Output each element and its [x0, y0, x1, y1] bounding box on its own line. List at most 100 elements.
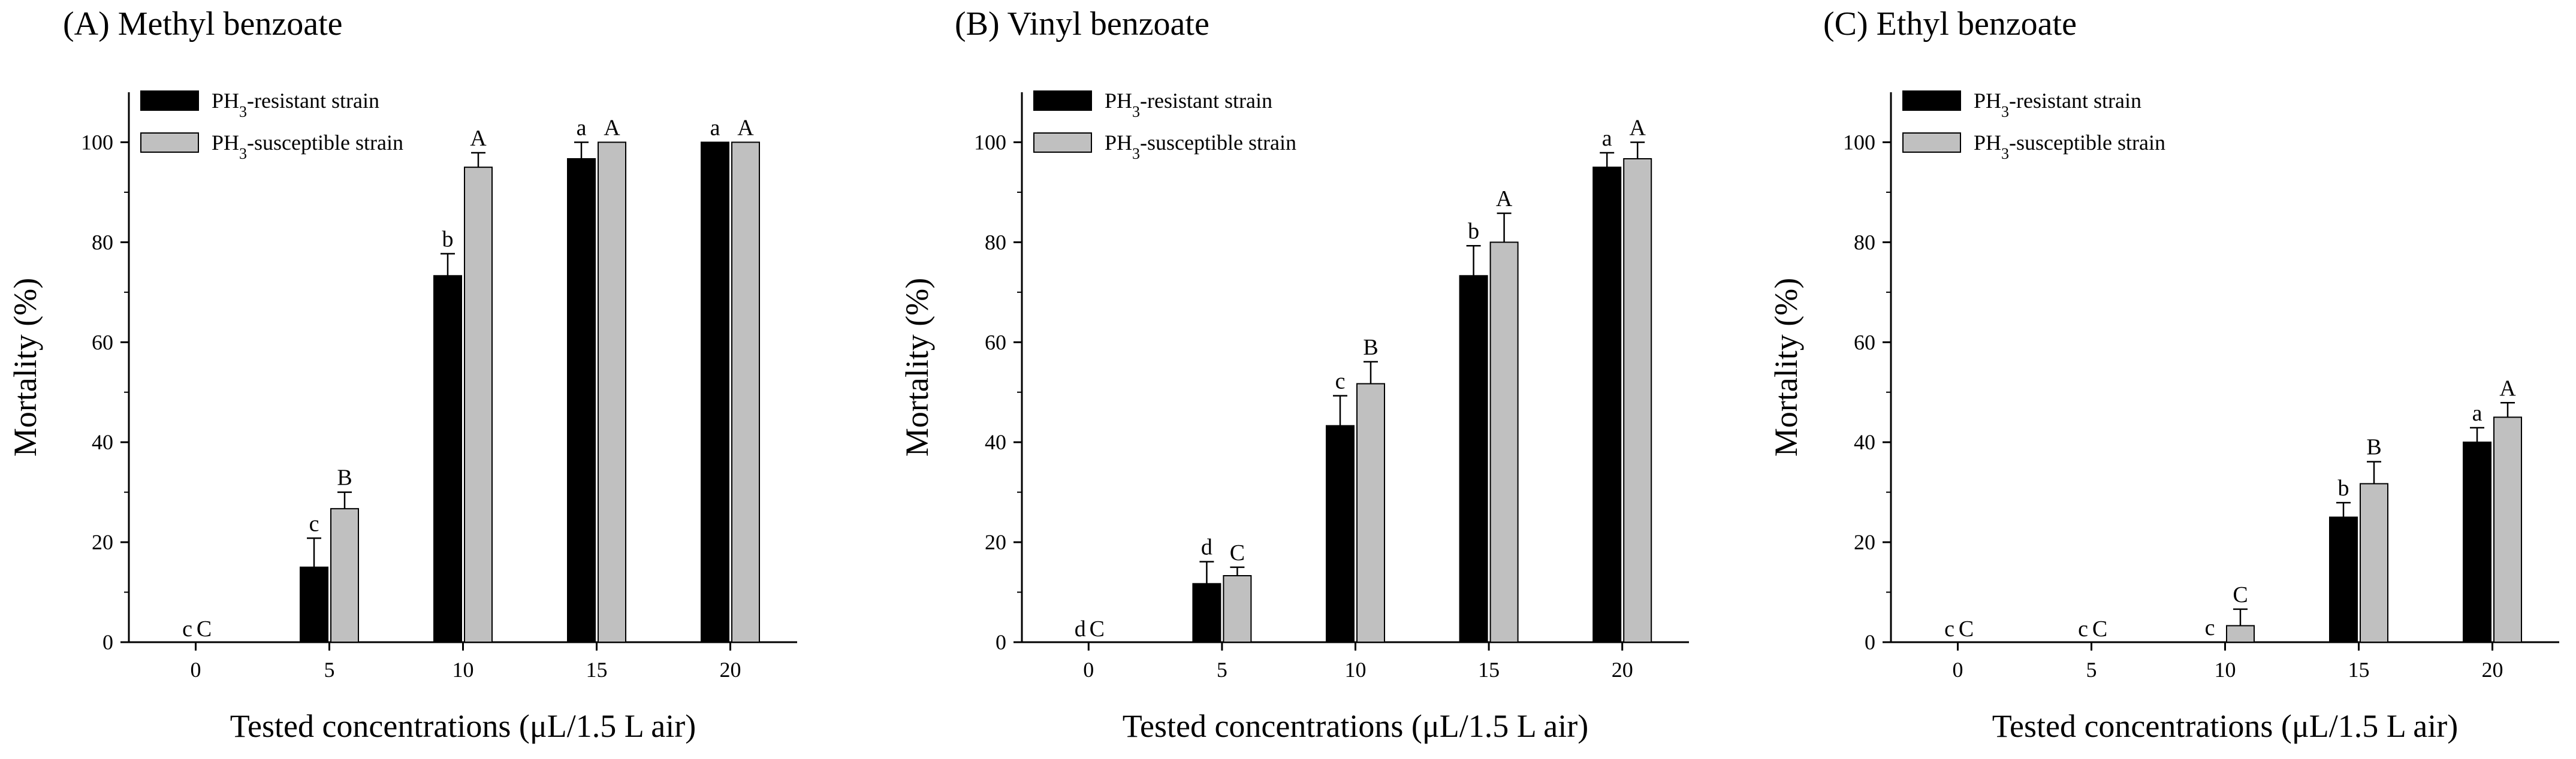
legend-text-subscript: 3: [1132, 103, 1140, 120]
panel-2-susceptible-significance-letter: C: [1230, 540, 1245, 566]
panel-3-susceptible-significance-letter: B: [2366, 435, 2381, 460]
panel-2-y-tick-label: 80: [985, 230, 1006, 254]
panel-1-x-axis-title: Tested concentrations (μL/1.5 L air): [230, 708, 696, 744]
panel-3-susceptible-bar-20: [2493, 416, 2522, 643]
panel-1-susceptible-significance-letter: B: [337, 465, 352, 491]
panel-2-legend-label-susceptible: PH3-susceptible strain: [1105, 131, 1296, 162]
legend-text-rest: -susceptible strain: [247, 131, 403, 155]
panel-2-resistant-significance-letter: d: [1201, 535, 1212, 560]
panel-2-susceptible-bar-10: [1356, 383, 1385, 643]
legend-text-rest: -susceptible strain: [2009, 131, 2165, 155]
panel-1-legend-swatch-susceptible: [140, 132, 199, 153]
panel-3-y-axis-title: Mortality (%): [1768, 278, 1804, 456]
panel-3-susceptible-bar-10: [2226, 625, 2255, 643]
panel-1-susceptible-significance-letter: C: [197, 616, 212, 642]
panel-2-legend-swatch-susceptible: [1033, 132, 1092, 153]
panel-1-resistant-significance-letter: c: [182, 616, 192, 642]
panel-2-x-tick-label: 15: [1478, 658, 1500, 682]
panel-3-title: (C) Ethyl benzoate: [1823, 5, 2077, 43]
panel-1-resistant-bar-5: [300, 566, 328, 643]
panel-2-x-tick-label: 20: [1612, 658, 1633, 682]
panel-3-y-tick-label: 0: [1865, 630, 1875, 654]
panel-2-y-tick-label: 0: [996, 630, 1006, 654]
panel-2-susceptible-bar-15: [1489, 241, 1519, 643]
panel-2-title: (B) Vinyl benzoate: [955, 5, 1209, 43]
panel-1-susceptible-bar-20: [731, 141, 760, 643]
panel-3-legend-swatch-susceptible: [1902, 132, 1961, 153]
panel-1-resistant-significance-letter: a: [577, 115, 587, 140]
legend-text-subscript: 3: [239, 103, 247, 120]
panel-1-resistant-significance-letter: c: [309, 511, 319, 536]
panel-3-y-tick-label: 100: [1843, 130, 1875, 154]
panel-2-susceptible-bar-5: [1223, 575, 1252, 643]
panel-1-x-tick-label: 10: [453, 658, 474, 682]
legend-text-main: PH: [1974, 89, 2001, 113]
panel-1-y-tick-label: 100: [81, 130, 113, 154]
panel-3-legend-label-susceptible: PH3-susceptible strain: [1974, 131, 2165, 162]
panel-1-x-tick-label: 15: [586, 658, 608, 682]
panel-1-resistant-bar-20: [701, 141, 729, 643]
panel-2-legend-label-resistant: PH3-resistant strain: [1105, 89, 1272, 120]
panel-1-y-axis-title: Mortality (%): [7, 278, 43, 456]
panel-2-susceptible-significance-letter: C: [1090, 616, 1105, 642]
panel-2-y-tick-label: 20: [985, 530, 1006, 554]
legend-text-main: PH: [212, 89, 239, 113]
legend-text-main: PH: [212, 131, 239, 155]
panel-3-resistant-significance-letter: c: [2205, 615, 2215, 640]
panel-1-susceptible-bar-10: [464, 167, 493, 643]
legend-text-subscript: 3: [2001, 103, 2009, 120]
panel-3-x-tick-label: 5: [2086, 658, 2097, 682]
panel-1-susceptible-significance-letter: A: [737, 115, 754, 140]
panel-2-legend-swatch-resistant: [1033, 90, 1092, 111]
legend-text-subscript: 3: [239, 145, 247, 162]
panel-1-y-tick-label: 20: [92, 530, 113, 554]
panel-3-resistant-significance-letter: c: [1944, 616, 1954, 642]
panel-3-resistant-significance-letter: c: [2078, 616, 2088, 642]
panel-3-x-tick-label: 15: [2348, 658, 2370, 682]
legend-text-main: PH: [1105, 131, 1132, 155]
panel-3-x-tick-label: 20: [2482, 658, 2503, 682]
legend-text-rest: -resistant strain: [247, 89, 379, 113]
legend-text-main: PH: [1105, 89, 1132, 113]
panel-1-x-tick-label: 20: [720, 658, 741, 682]
panel-2-resistant-bar-15: [1459, 275, 1488, 643]
panel-3-resistant-significance-letter: b: [2338, 476, 2349, 501]
panel-1-susceptible-bar-15: [598, 141, 626, 643]
panel-3-susceptible-significance-letter: C: [2233, 582, 2248, 607]
panel-3-y-tick-label: 40: [1854, 430, 1875, 454]
panel-2-x-tick-label: 5: [1217, 658, 1227, 682]
legend-text-subscript: 3: [1132, 145, 1140, 162]
panel-2-y-tick-label: 100: [974, 130, 1006, 154]
legend-text-rest: -susceptible strain: [1140, 131, 1296, 155]
panel-3-susceptible-significance-letter: C: [2092, 616, 2107, 642]
panel-2-resistant-significance-letter: a: [1602, 126, 1612, 151]
panel-3-susceptible-significance-letter: A: [2499, 376, 2516, 401]
panel-2-y-tick-label: 60: [985, 330, 1006, 354]
panel-1-resistant-bar-10: [433, 275, 462, 643]
panel-1-resistant-significance-letter: b: [442, 227, 454, 252]
panel-1-legend-swatch-resistant: [140, 90, 199, 111]
panel-1-y-tick-label: 40: [92, 430, 113, 454]
panel-3-legend-label-resistant: PH3-resistant strain: [1974, 89, 2141, 120]
panel-2-x-tick-label: 10: [1345, 658, 1367, 682]
panel-1-x-tick-label: 0: [191, 658, 201, 682]
panel-3-susceptible-significance-letter: C: [1959, 616, 1974, 642]
panel-1-susceptible-significance-letter: A: [604, 115, 620, 140]
panel-3-resistant-significance-letter: a: [2472, 401, 2483, 426]
panel-2-y-tick-label: 40: [985, 430, 1006, 454]
panel-3-x-tick-label: 0: [1953, 658, 1963, 682]
legend-text-rest: -resistant strain: [1140, 89, 1272, 113]
panel-1-x-tick-label: 5: [324, 658, 335, 682]
panel-2-resistant-bar-5: [1192, 583, 1221, 643]
panel-1-resistant-bar-15: [567, 158, 596, 643]
panel-3-resistant-bar-15: [2329, 516, 2358, 643]
panel-1-susceptible-significance-letter: A: [470, 126, 487, 151]
panel-2-susceptible-significance-letter: B: [1363, 335, 1378, 360]
panel-1-y-tick-label: 60: [92, 330, 113, 354]
panel-2-susceptible-significance-letter: A: [1629, 115, 1646, 140]
panel-1-y-tick-label: 0: [102, 630, 113, 654]
panel-1-y-tick-label: 80: [92, 230, 113, 254]
panel-1-title: (A) Methyl benzoate: [63, 5, 342, 43]
